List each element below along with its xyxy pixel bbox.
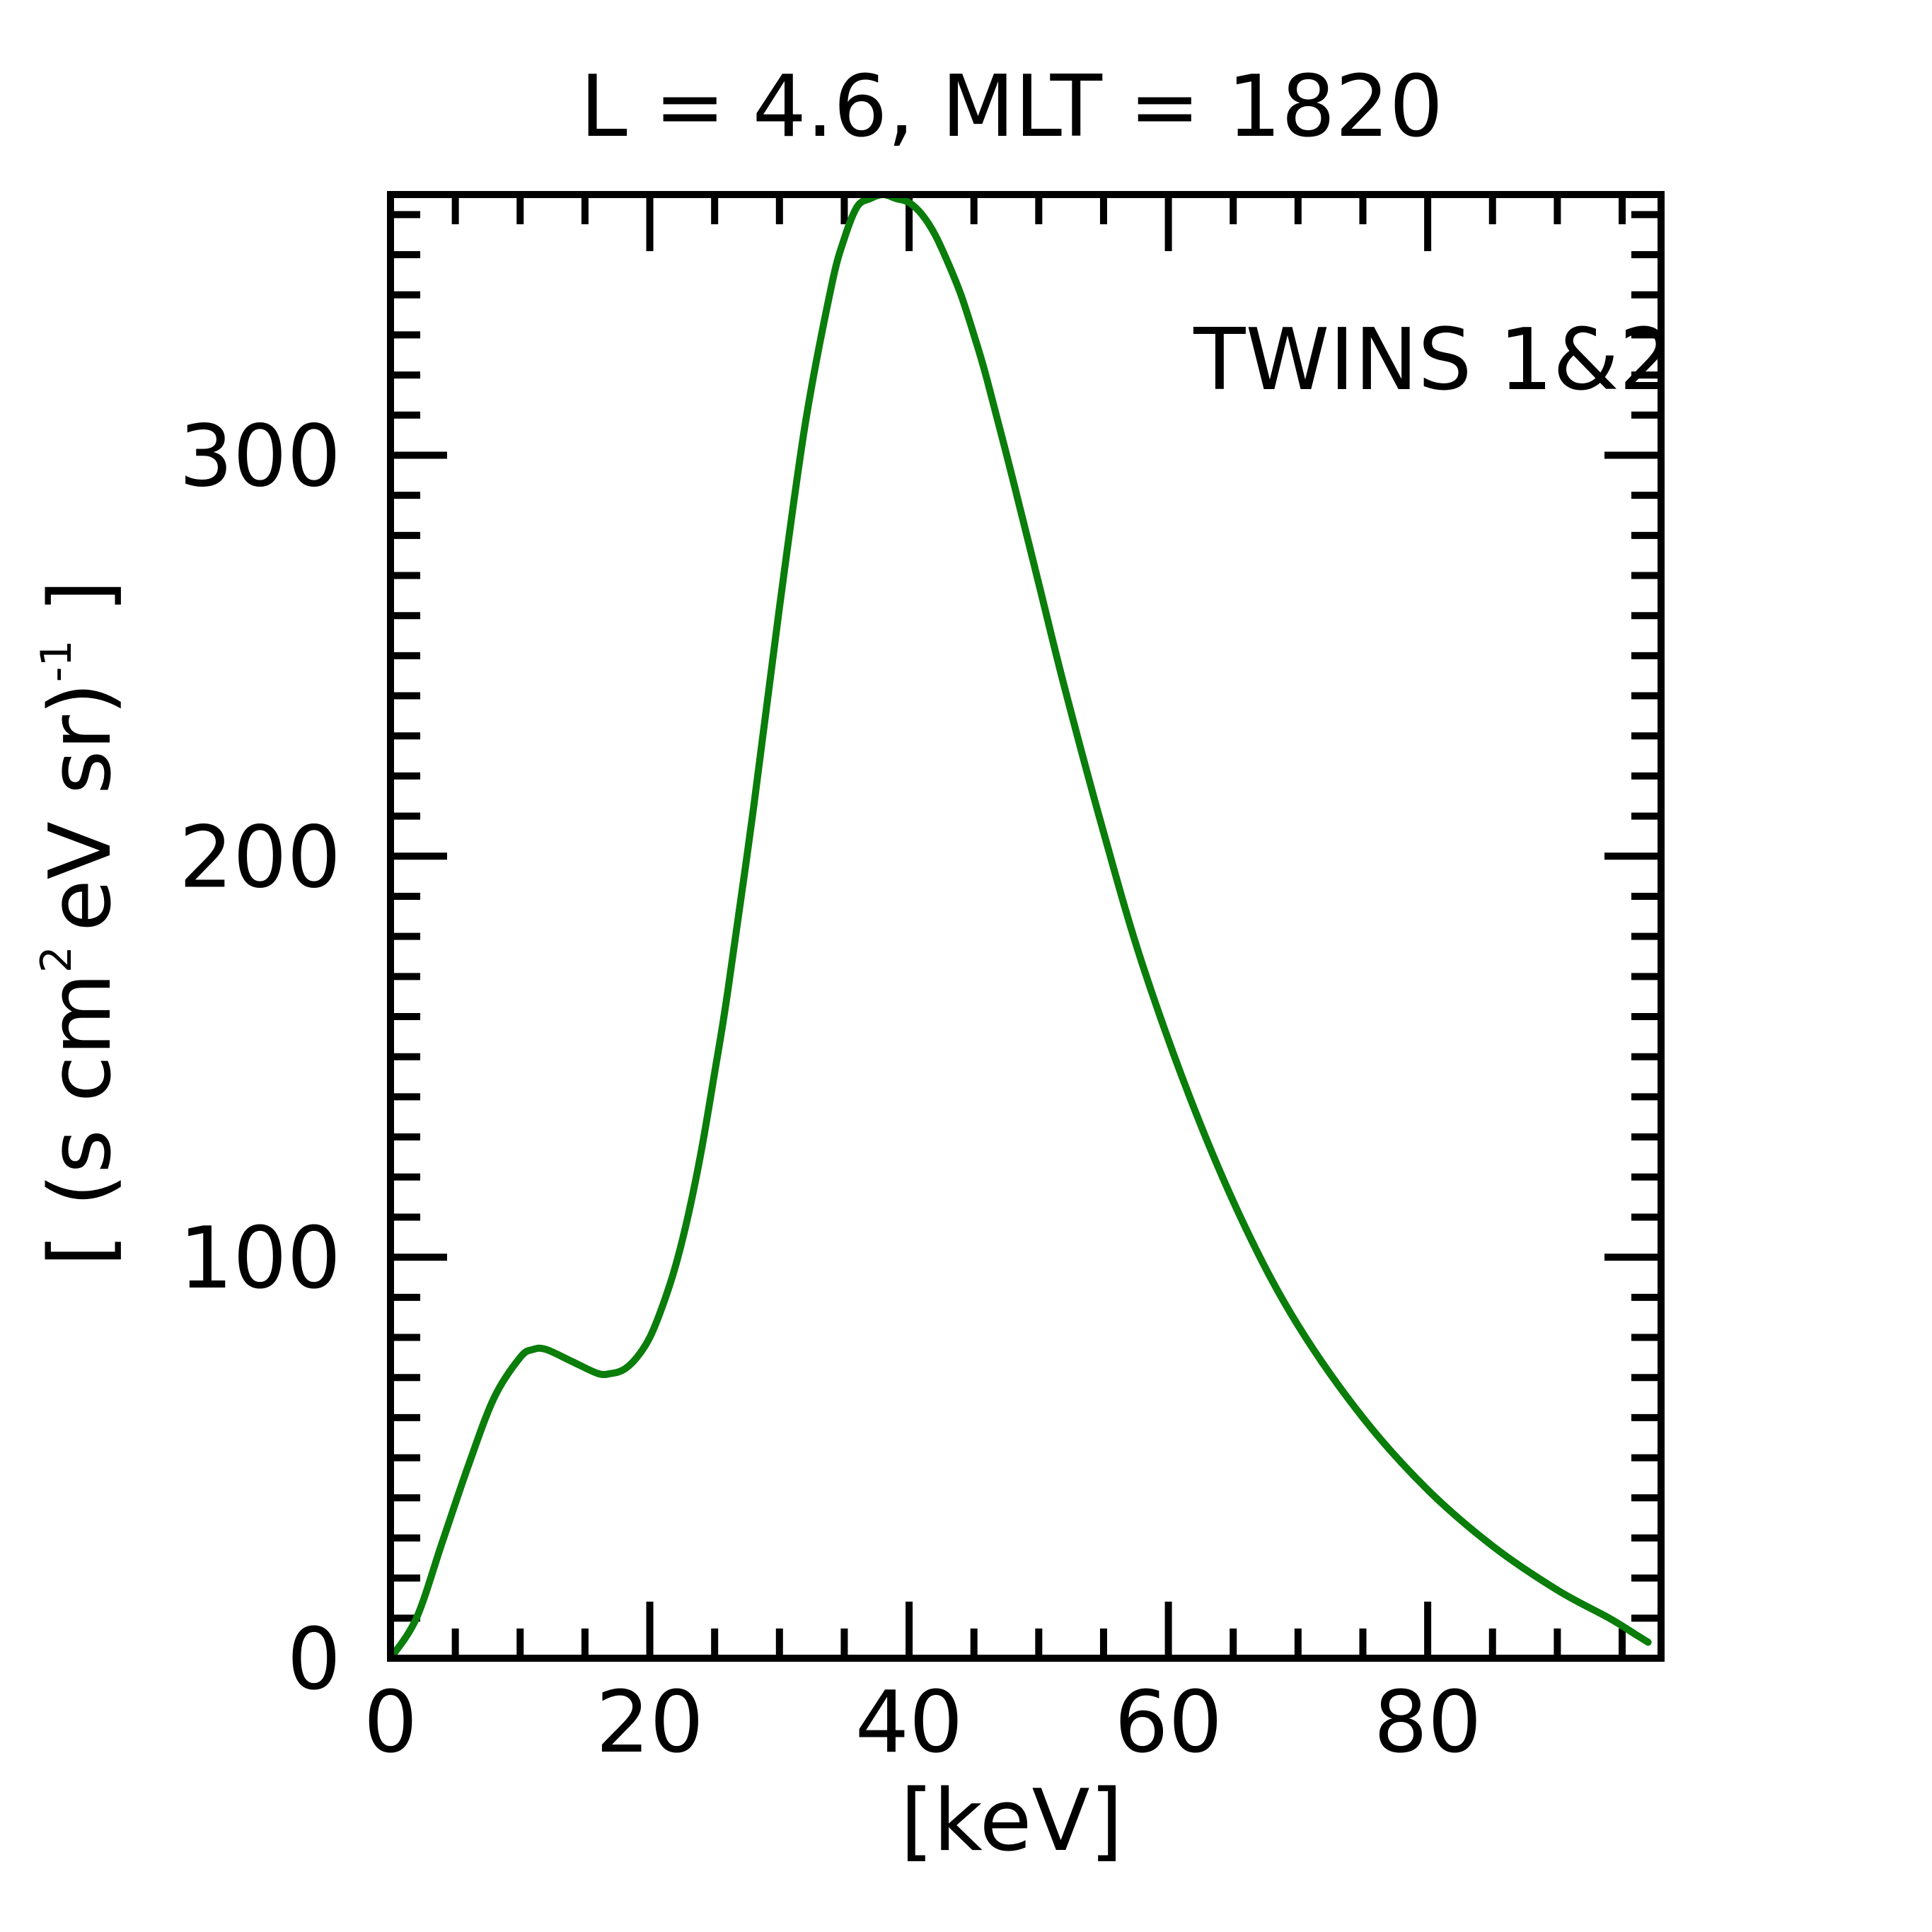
legend-label-twins: TWINS 1&2	[1193, 311, 1673, 410]
series-line-twins	[387, 191, 1652, 1662]
y-axis-label: [ (s cm2 eV sr)-1 ]	[32, 579, 130, 1266]
plot-frame	[387, 191, 1665, 1662]
y-axis-label-part2: eV sr)	[32, 682, 130, 932]
x-tick-label: 60	[1114, 1674, 1222, 1772]
x-tick-label: 20	[596, 1674, 704, 1772]
y-tick-label: 200	[179, 809, 341, 907]
y-axis-label-part1: [ (s cm	[32, 973, 130, 1266]
y-tick-label: 100	[179, 1210, 341, 1308]
chart-title: L = 4.6, MLT = 1820	[580, 58, 1443, 156]
y-axis-label-part3: ]	[32, 579, 130, 640]
x-tick-label: 0	[364, 1674, 417, 1772]
x-tick-label: 80	[1374, 1674, 1482, 1772]
y-tick-label: 300	[179, 407, 341, 506]
y-axis-label-sup1: 2	[32, 946, 81, 973]
axis-ticks	[387, 195, 1661, 1662]
tick-labels: 0 20 40 60 80 0 100 200 300	[179, 407, 1482, 1772]
x-axis-label: [keV]	[901, 1772, 1123, 1870]
y-tick-label: 0	[287, 1611, 341, 1709]
y-axis-label-sup2: -1	[32, 640, 81, 682]
x-tick-label: 40	[855, 1674, 964, 1772]
